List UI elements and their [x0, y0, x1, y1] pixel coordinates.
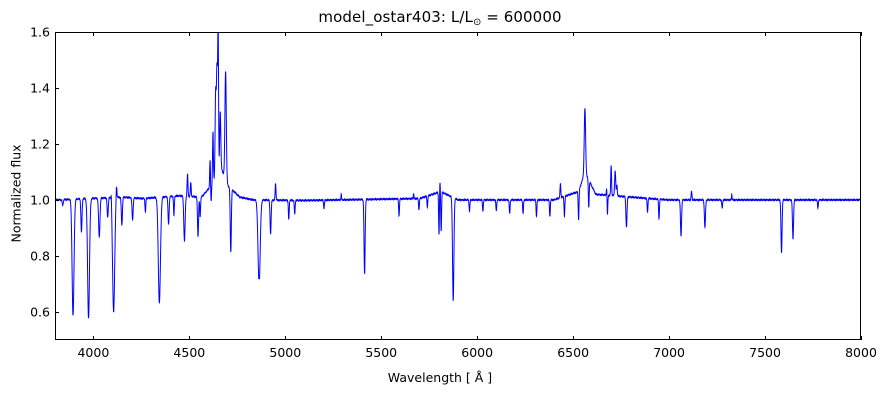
- x-tick-label: 4000: [77, 345, 110, 360]
- spectrum-line: [56, 33, 860, 318]
- y-tick-mark: [55, 312, 59, 313]
- x-tick-mark: [189, 32, 191, 36]
- x-tick-label: 4500: [173, 345, 206, 360]
- y-tick-label: 1.4: [30, 80, 50, 96]
- x-tick-mark: [381, 32, 383, 36]
- x-tick-mark: [93, 336, 95, 340]
- x-tick-label: 5500: [365, 345, 398, 360]
- x-tick-mark: [765, 336, 767, 340]
- x-tick-mark: [285, 336, 287, 340]
- y-tick-label: 1.2: [30, 136, 50, 152]
- y-axis-tick-labels: 0.6 0.8 1.0 1.2 1.4 1.6: [4, 0, 50, 400]
- x-tick-mark: [669, 32, 671, 36]
- x-tick-label: 7500: [749, 345, 781, 360]
- x-tick-mark: [381, 336, 383, 340]
- x-tick-label: 6500: [557, 345, 590, 360]
- x-tick-mark: [765, 32, 767, 36]
- y-tick-mark: [55, 88, 59, 89]
- x-tick-mark: [573, 336, 575, 340]
- x-tick-mark: [477, 32, 479, 36]
- x-tick-mark: [861, 336, 862, 340]
- x-tick-label: 6000: [461, 345, 494, 360]
- y-tick-mark: [55, 256, 59, 257]
- y-tick-mark: [55, 144, 59, 145]
- x-tick-label: 8000: [845, 345, 877, 360]
- y-tick-label: 1.0: [30, 192, 50, 208]
- x-tick-mark: [477, 336, 479, 340]
- x-tick-mark: [93, 32, 95, 36]
- x-tick-label: 7000: [653, 345, 685, 360]
- x-tick-mark: [861, 32, 862, 36]
- x-tick-mark: [189, 336, 191, 340]
- y-tick-label: 0.8: [30, 248, 50, 264]
- x-tick-label: 5000: [269, 345, 302, 360]
- x-tick-mark: [669, 336, 671, 340]
- plot-axes-area: [55, 32, 861, 340]
- y-tick-mark: [55, 32, 59, 33]
- x-tick-mark: [285, 32, 287, 36]
- page-title: model_ostar403: L/L⊙ = 600000: [0, 8, 880, 28]
- y-tick-label: 1.6: [30, 24, 50, 40]
- solar-symbol-subscript: ⊙: [472, 16, 482, 28]
- x-tick-mark: [573, 32, 575, 36]
- y-tick-label: 0.6: [30, 304, 50, 320]
- title-main-text: model_ostar403: L/L: [318, 8, 473, 26]
- x-axis-label: Wavelength [ Å ]: [387, 370, 493, 385]
- spectrum-plot: [56, 33, 860, 339]
- y-tick-mark: [55, 200, 59, 201]
- title-tail-text: = 600000: [481, 8, 562, 26]
